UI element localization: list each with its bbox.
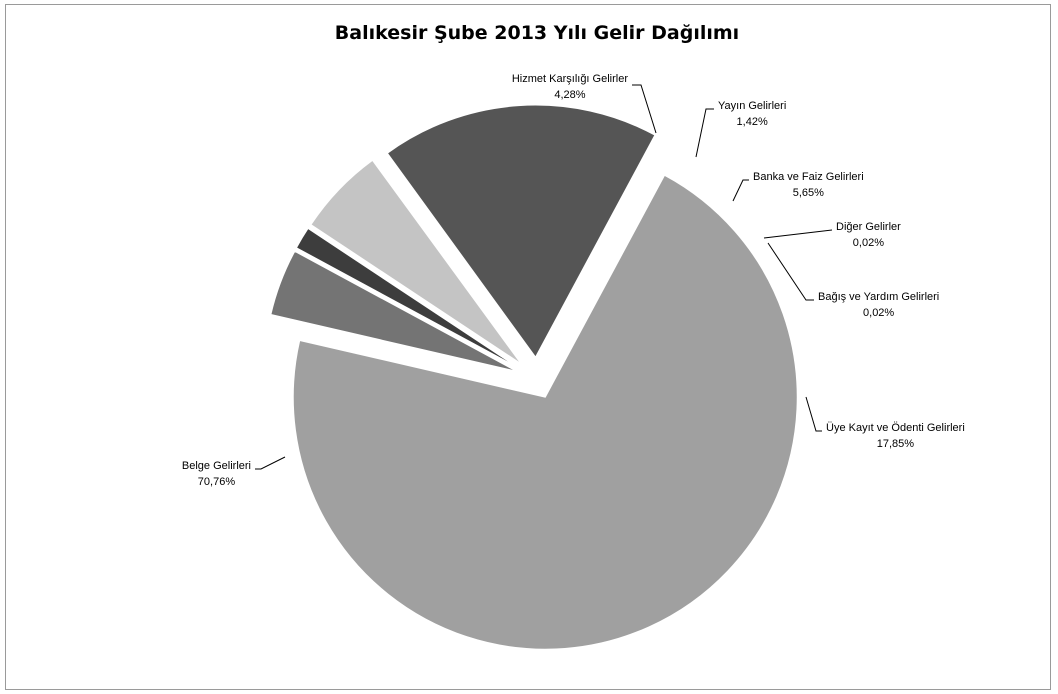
slice-value: 1,42% (737, 116, 768, 128)
pie-slices (270, 104, 798, 650)
slice-name: Bağış ve Yardım Gelirleri (818, 291, 939, 303)
leader-line-uye-kayit-ve-odenti-gelirleri (805, 396, 822, 432)
pie-slice-bagis-ve-yardim-gelirleri (374, 156, 525, 362)
pie-slice-yayin-gelirleri (295, 227, 519, 369)
chart-frame: Balıkesir Şube 2013 Yılı Gelir Dağılımı … (5, 4, 1051, 690)
slice-name: Diğer Gelirler (836, 221, 901, 233)
slice-name: Belge Gelirleri (182, 460, 251, 472)
leader-line-diger-gelirler (763, 229, 833, 239)
leader-line-belge-gelirleri (255, 456, 286, 470)
slice-label-belge-gelirleri: Belge Gelirleri 70,76% (182, 460, 251, 488)
slice-label-uye-kayit-ve-odenti-gelirleri: Üye Kayıt ve Ödenti Gelirleri 17,85% (826, 422, 965, 450)
slice-labels: Hizmet Karşılığı Gelirler 4,28% Yayın Geli… (182, 73, 965, 488)
pie-slice-banka-ve-faiz-gelirleri (310, 159, 522, 365)
slice-name: Yayın Gelirleri (718, 100, 786, 112)
slice-value: 0,02% (863, 307, 894, 319)
pie-slice-belge-gelirleri (292, 174, 798, 650)
slice-label-banka-ve-faiz-gelirleri: Banka ve Faiz Gelirleri 5,65% (753, 171, 864, 199)
leader-line-banka-ve-faiz-gelirleri (732, 179, 749, 202)
slice-label-bagis-ve-yardim-gelirleri: Bağış ve Yardım Gelirleri 0,02% (818, 291, 939, 319)
leader-lines (255, 84, 833, 470)
leader-line-hizmet-karsiligi-gelirler (632, 84, 657, 134)
slice-value: 5,65% (793, 187, 824, 199)
leader-line-yayin-gelirleri (695, 108, 714, 158)
slice-value: 70,76% (198, 476, 236, 488)
slice-name: Banka ve Faiz Gelirleri (753, 171, 864, 183)
pie-chart: Balıkesir Şube 2013 Yılı Gelir Dağılımı … (182, 22, 965, 650)
slice-value: 17,85% (877, 438, 915, 450)
slice-name: Üye Kayıt ve Ödenti Gelirleri (826, 422, 965, 434)
slice-name: Hizmet Karşılığı Gelirler (512, 73, 628, 85)
leader-line-bagis-ve-yardim-gelirleri (767, 242, 814, 301)
slice-label-diger-gelirler: Diğer Gelirler 0,02% (836, 221, 901, 249)
slice-label-hizmet-karsiligi-gelirler: Hizmet Karşılığı Gelirler 4,28% (512, 73, 628, 101)
pie-slice-uye-kayit-ve-odenti-gelirleri (386, 104, 656, 358)
slice-value: 0,02% (853, 237, 884, 249)
chart-title: Balıkesir Şube 2013 Yılı Gelir Dağılımı (335, 22, 739, 44)
pie-slice-hizmet-karsiligi-gelirler (270, 250, 517, 372)
slice-label-yayin-gelirleri: Yayın Gelirleri 1,42% (718, 100, 786, 128)
slice-value: 4,28% (554, 89, 585, 101)
